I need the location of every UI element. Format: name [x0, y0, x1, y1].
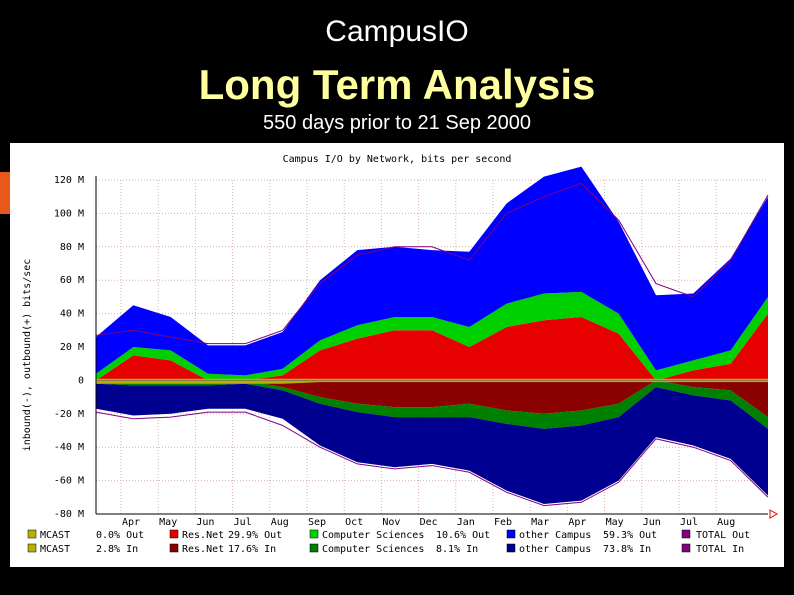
line-total-out — [95, 182, 769, 345]
y-tick-label: 60 M — [60, 275, 84, 286]
legend-percent: 17.6% In — [228, 544, 276, 555]
page-subtitle: 550 days prior to 21 Sep 2000 — [263, 112, 531, 134]
x-tick-label: Mar — [531, 517, 549, 528]
accent-tab — [0, 172, 12, 214]
x-tick-label: Nov — [382, 517, 400, 528]
legend-label: Res.Net — [182, 530, 224, 541]
tick-labels: 120 M 100 M 80 M 60 M 40 M 20 M 0 -20 M -40 M -60… — [54, 175, 735, 528]
legend-swatch — [506, 529, 516, 539]
x-tick-label: Jul — [234, 517, 252, 528]
legend-swatch — [309, 529, 319, 539]
legend-swatch — [309, 543, 319, 553]
chart-title: Campus I/O by Network, bits per second — [283, 154, 512, 165]
x-tick-label: Aug — [271, 517, 289, 528]
y-tick-label: -40 M — [54, 442, 84, 453]
x-tick-label: Jul — [680, 517, 698, 528]
area-other-out — [96, 166, 768, 376]
legend-percent: 8.1% In — [436, 544, 478, 555]
legend-label: Computer Sciences — [322, 544, 424, 555]
legend-label: other Campus — [519, 530, 591, 541]
line-total-in — [95, 411, 769, 507]
y-tick-label: 120 M — [54, 175, 84, 186]
y-tick-label: 40 M — [60, 309, 84, 320]
legend-label: MCAST — [40, 544, 70, 555]
y-tick-label: -20 M — [54, 409, 84, 420]
x-tick-label: Apr — [568, 517, 586, 528]
legend-swatch — [506, 543, 516, 553]
area-mcast-in — [96, 380, 768, 384]
y-axis-label: inbound(-), outbound(+) bits/sec — [22, 259, 33, 452]
y-tick-label: 100 M — [54, 208, 84, 219]
page-title-small: CampusIO — [325, 15, 469, 48]
page-title-large: Long Term Analysis — [198, 61, 596, 108]
area-resnet-in — [96, 380, 768, 418]
x-tick-label: Sep — [308, 517, 326, 528]
chart-panel: Campus I/O by Network, bits per second i… — [10, 143, 784, 567]
x-tick-label: Oct — [345, 517, 363, 528]
x-tick-label: May — [159, 517, 177, 528]
x-tick-label: Jan — [457, 517, 475, 528]
legend-label: other Campus — [519, 544, 591, 555]
y-tick-label: 80 M — [60, 242, 84, 253]
y-tick-label: 0 — [78, 375, 84, 386]
area-resnet-out — [96, 313, 768, 381]
legend-label: MCAST — [40, 530, 70, 541]
legend-percent: 73.8% In — [603, 544, 651, 555]
legend-swatch — [681, 529, 691, 539]
area-cs-in — [96, 380, 768, 429]
legend-swatch — [169, 543, 179, 553]
x-tick-label: May — [606, 517, 624, 528]
area-cs-out — [96, 291, 768, 381]
y-tick-label: 20 M — [60, 342, 84, 353]
legend-percent: 10.6% Out — [436, 530, 490, 541]
x-tick-label: Jun — [643, 517, 661, 528]
legend-percent: 0.0% Out — [96, 530, 144, 541]
legend-swatch — [169, 529, 179, 539]
x-tick-label: Feb — [494, 517, 512, 528]
legend-label: TOTAL Out — [696, 530, 750, 541]
legend-swatch — [27, 543, 37, 553]
x-tick-label: Aug — [717, 517, 735, 528]
x-tick-label: Apr — [122, 517, 140, 528]
x-tick-label: Dec — [420, 517, 438, 528]
area-mcast-out — [96, 378, 768, 381]
legend-percent: 2.8% In — [96, 544, 138, 555]
legend-label: TOTAL In — [696, 544, 744, 555]
legend-percent: 59.3% Out — [603, 530, 657, 541]
y-tick-label: -80 M — [54, 509, 84, 520]
legend-label: Res.Net — [182, 544, 224, 555]
x-tick-label: Jun — [196, 517, 214, 528]
x-axis-arrow — [769, 509, 779, 519]
legend-percent: 29.9% Out — [228, 530, 282, 541]
data-areas — [95, 166, 769, 507]
axes — [95, 176, 779, 519]
y-tick-label: -60 M — [54, 476, 84, 487]
area-other-in — [96, 383, 768, 504]
legend: MCAST 0.0% Out Res.Net 29.9% Out Computer Sc… — [27, 529, 750, 555]
legend-swatch — [681, 543, 691, 553]
legend-label: Computer Sciences — [322, 530, 424, 541]
chart-svg: Campus I/O by Network, bits per second i… — [22, 154, 779, 555]
legend-swatch — [27, 529, 37, 539]
